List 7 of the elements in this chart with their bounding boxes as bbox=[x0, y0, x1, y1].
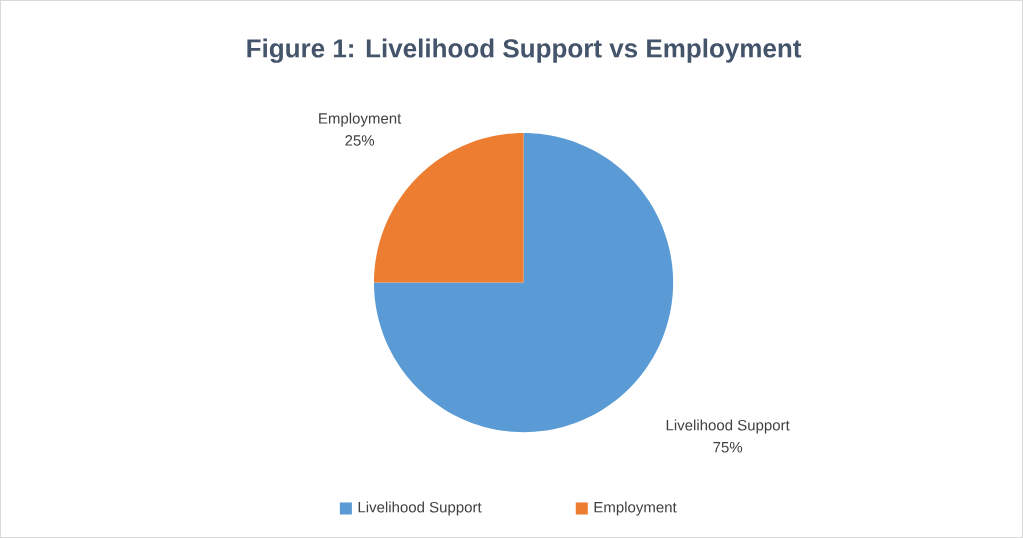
slice-label: Livelihood Support bbox=[666, 419, 790, 434]
data-label: 25% bbox=[345, 135, 375, 146]
data-label: 75% bbox=[713, 441, 743, 453]
chart-title: Figure 1: Livelihood Support vs Employment bbox=[247, 38, 802, 63]
legend-label: Employment bbox=[594, 501, 677, 516]
slice-label: Employment bbox=[319, 112, 402, 127]
legend-label: Livelihood Support bbox=[358, 501, 482, 516]
